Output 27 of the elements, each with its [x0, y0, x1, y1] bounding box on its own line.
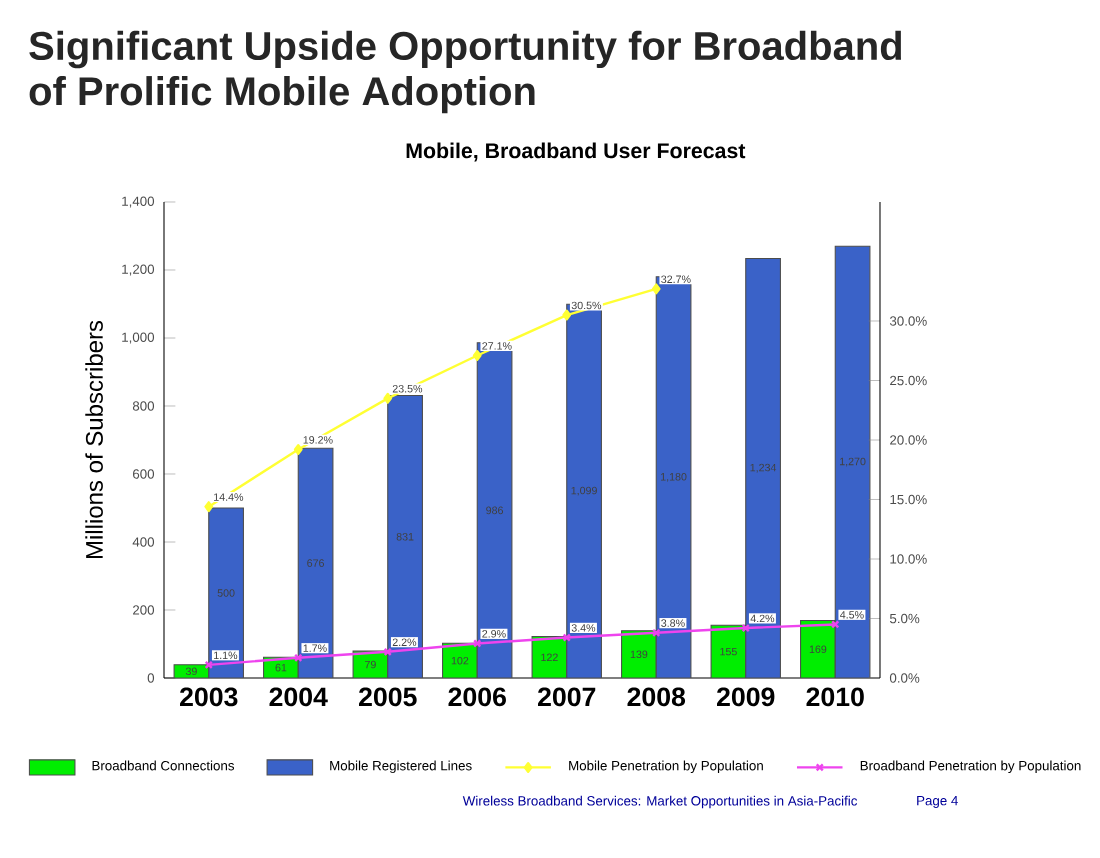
bar — [566, 303, 602, 678]
x-tick-label: 2006 — [448, 687, 506, 707]
bar — [208, 507, 244, 678]
point — [651, 283, 661, 295]
x-tick-label: 2005 — [359, 687, 417, 707]
point — [293, 444, 303, 455]
text: of Prolific Mobile Adoption — [29, 76, 535, 114]
point — [204, 501, 214, 513]
bar — [476, 342, 513, 678]
point — [472, 350, 482, 361]
x-tick-label: 2010 — [806, 687, 864, 707]
point — [652, 628, 661, 637]
point — [383, 392, 393, 404]
point — [562, 309, 572, 321]
x-tick-label: 2007 — [538, 687, 596, 707]
point — [294, 653, 303, 662]
x-tick-label: 2004 — [269, 687, 328, 707]
x-tick-label: 2003 — [180, 687, 238, 707]
text: Significant Upside Opportunity for Broadband — [29, 30, 902, 69]
x-tick-label: 2008 — [627, 687, 686, 707]
bar — [745, 257, 781, 678]
bar — [834, 245, 871, 678]
chart-title: Mobile, Broadband User Forecast — [406, 142, 746, 162]
bar — [655, 276, 692, 678]
y-axis-title: Millions of Subscribers — [85, 320, 103, 559]
x-tick-label: 2009 — [717, 687, 775, 707]
bar — [387, 394, 423, 678]
